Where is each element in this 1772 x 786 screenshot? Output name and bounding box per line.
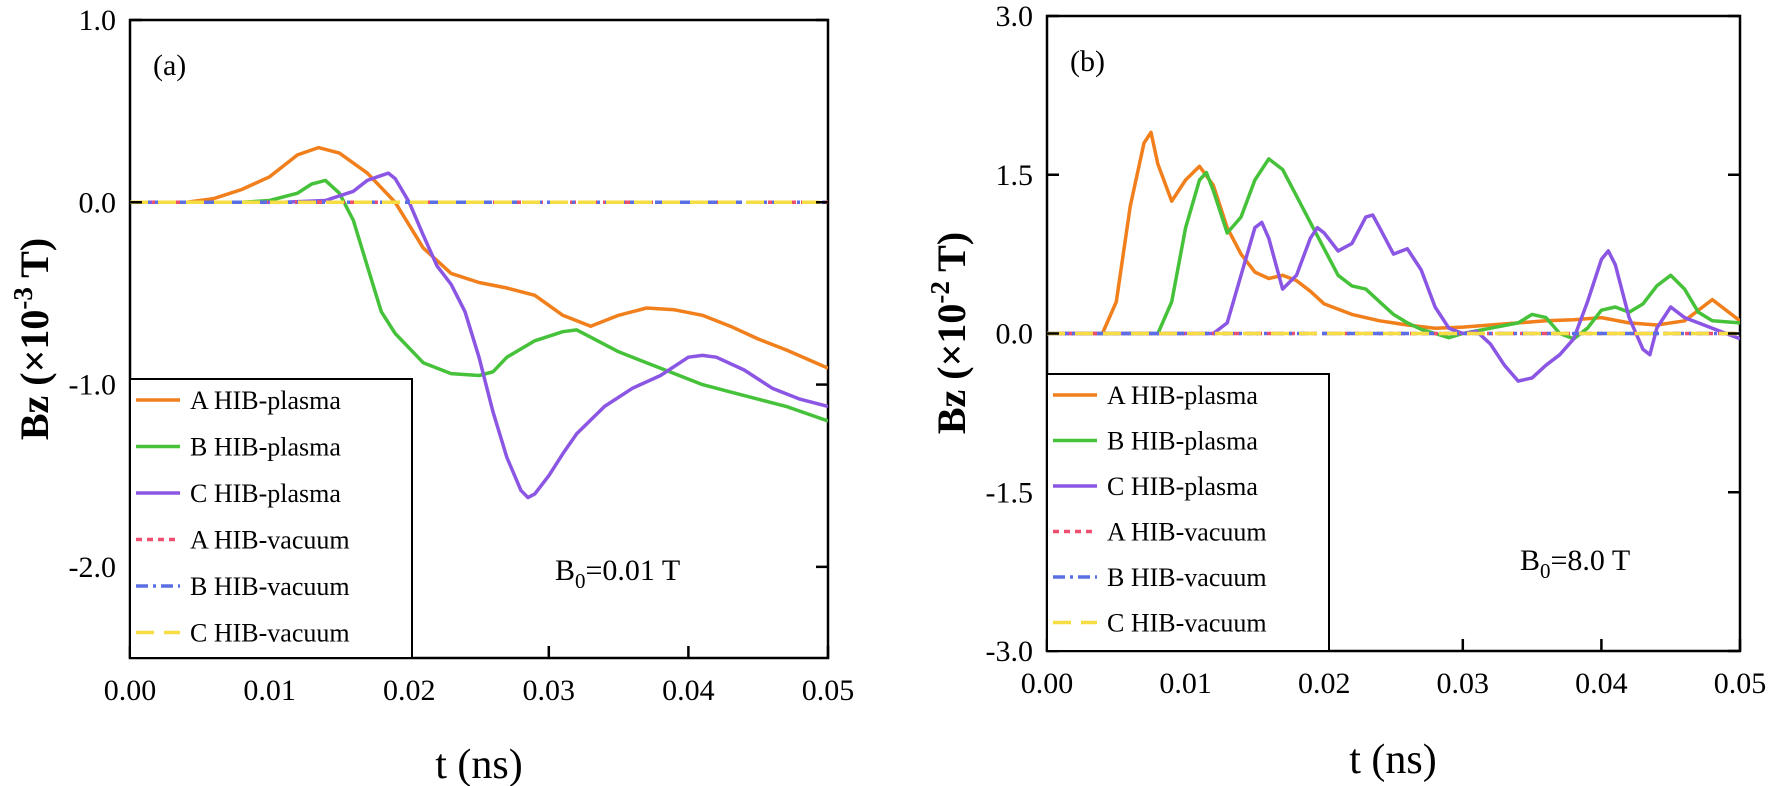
chart-panel-a: 0.00 0.01 0.02 0.03 0.04 0.05 1.0 0.0 -1.0 -2.0 (…	[8, 4, 854, 786]
legend-label-b: A HIB-plasma	[1107, 381, 1258, 410]
legend-box-b	[1046, 373, 1330, 652]
x-tick-label-b: 0.02	[1298, 667, 1351, 700]
legend-label-b: C HIB-vacuum	[1107, 609, 1267, 638]
x-tick-label-b: 0.04	[1575, 667, 1628, 700]
y-tick-label-a: -1.0	[69, 369, 117, 402]
legend-label-a: C HIB-vacuum	[190, 619, 350, 648]
x-tick-label-a: 0.02	[383, 674, 436, 707]
y-tick-label-b: 0.0	[996, 318, 1034, 351]
y-tick-label-a: 1.0	[79, 4, 117, 37]
x-axis-title-b: t (ns)	[1349, 737, 1437, 783]
y-tick-label-b: 3.0	[996, 0, 1034, 33]
panel-tag-a: (a)	[153, 49, 186, 82]
legend-label-a: B HIB-vacuum	[190, 572, 350, 601]
series-layer-a	[130, 145, 828, 500]
panel-tag-b: (b)	[1070, 45, 1105, 78]
y-tick-label-a: 0.0	[79, 186, 117, 219]
series-line-b-b-hib-plasma	[1047, 157, 1740, 341]
x-tick-label-b: 0.05	[1714, 667, 1767, 700]
series-line-a-a-hib-plasma	[130, 145, 828, 370]
y-tick-label-b: -1.5	[986, 476, 1034, 509]
tick-layer-b: 0.00 0.01 0.02 0.03 0.04 0.05 3.0 1.5 0.0 -1.5 -3.…	[986, 0, 1767, 700]
y-axis-title-a: Bz (×10-3 T)	[8, 238, 57, 440]
chart-panel-b: 0.00 0.01 0.02 0.03 0.04 0.05 3.0 1.5 0.0 -1.5 -3.…	[925, 0, 1766, 783]
x-tick-label-a: 0.04	[662, 674, 715, 707]
legend-label-a: A HIB-vacuum	[190, 526, 350, 555]
x-axis-title-a: t (ns)	[435, 742, 523, 786]
series-line-a-c-hib-plasma	[130, 171, 828, 500]
y-axis-title-b: Bz (×10-2 T)	[925, 232, 974, 434]
y-tick-label-b: 1.5	[996, 159, 1034, 192]
x-tick-label-a: 0.03	[523, 674, 576, 707]
tick-layer-a: 0.00 0.01 0.02 0.03 0.04 0.05 1.0 0.0 -1.0 -2.0	[69, 4, 855, 707]
legend-label-b: B HIB-vacuum	[1107, 563, 1267, 592]
legend-label-a: B HIB-plasma	[190, 433, 341, 462]
x-tick-label-b: 0.01	[1159, 667, 1212, 700]
x-tick-label-a: 0.05	[802, 674, 855, 707]
series-line-a-b-hib-plasma	[130, 178, 828, 423]
legend-label-b: A HIB-vacuum	[1107, 518, 1267, 547]
x-tick-label-a: 0.01	[243, 674, 296, 707]
x-tick-label-a: 0.00	[104, 674, 157, 707]
annotation-b0-a: B0=0.01 T	[555, 554, 680, 593]
series-layer-b	[1047, 130, 1740, 383]
legend-b: A HIB-plasma B HIB-plasma C HIB-plasma A HI…	[1046, 373, 1330, 652]
legend-label-b: C HIB-plasma	[1107, 472, 1258, 501]
y-tick-label-a: -2.0	[69, 551, 117, 584]
x-tick-label-b: 0.00	[1021, 667, 1074, 700]
series-line-b-c-hib-plasma	[1047, 213, 1740, 383]
legend-a: A HIB-plasma B HIB-plasma C HIB-plasma A HI…	[129, 378, 413, 659]
series-line-b-a-hib-plasma	[1047, 130, 1740, 336]
legend-label-b: B HIB-plasma	[1107, 427, 1258, 456]
x-tick-label-b: 0.03	[1437, 667, 1490, 700]
y-tick-label-b: -3.0	[986, 635, 1034, 668]
legend-label-a: C HIB-plasma	[190, 479, 341, 508]
annotation-b0-b: B0=8.0 T	[1520, 544, 1630, 583]
legend-box-a	[129, 378, 413, 659]
legend-label-a: A HIB-plasma	[190, 386, 341, 415]
